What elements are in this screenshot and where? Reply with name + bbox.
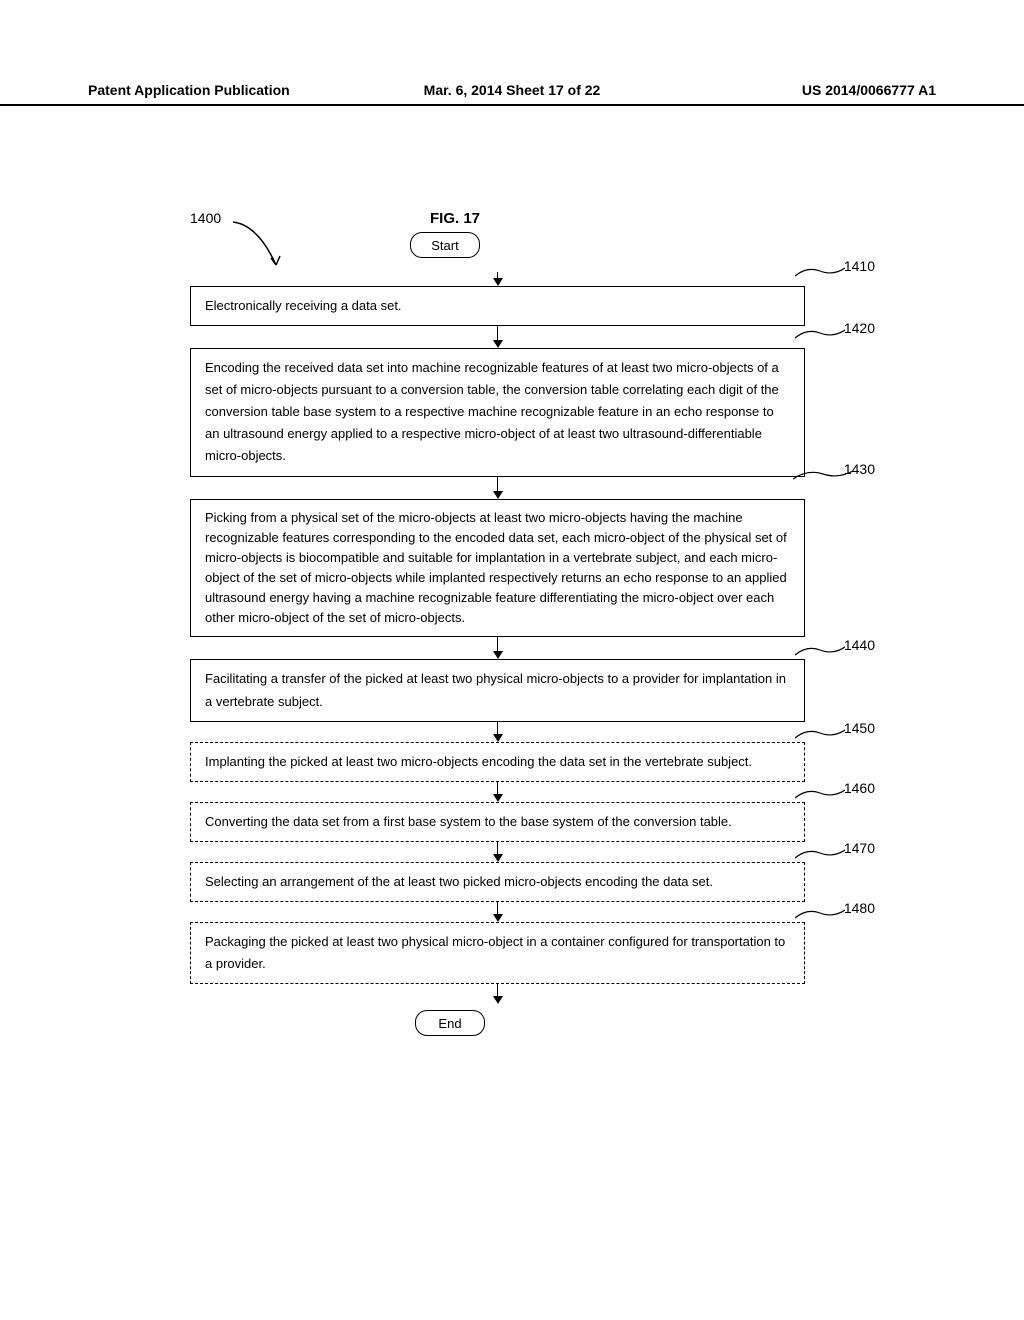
- connector: [190, 722, 805, 742]
- header-right: US 2014/0066777 A1: [653, 82, 936, 98]
- leader-curve-icon: [795, 264, 845, 278]
- ref-label: 1440: [844, 637, 875, 653]
- flow-box-dashed: Packaging the picked at least two physic…: [190, 922, 805, 984]
- step-text: Selecting an arrangement of the at least…: [205, 874, 713, 889]
- flow-step-1470: 1470 Selecting an arrangement of the at …: [190, 862, 805, 902]
- leader-curve-icon: [795, 846, 845, 860]
- start-terminal: Start: [410, 232, 480, 258]
- ref-label: 1450: [844, 720, 875, 736]
- connector: [190, 782, 805, 802]
- connector: [190, 477, 805, 499]
- flow-step-1420: 1420 Encoding the received data set into…: [190, 348, 805, 476]
- step-text: Electronically receiving a data set.: [205, 298, 402, 313]
- arrow-down-icon: [493, 794, 503, 802]
- leader-curve-icon: [793, 467, 853, 481]
- connector: [190, 902, 805, 922]
- arrow-down-icon: [493, 914, 503, 922]
- connector: [190, 326, 805, 348]
- ref-label: 1420: [844, 320, 875, 336]
- leader-curve-icon: [795, 786, 845, 800]
- flow-box: Electronically receiving a data set.: [190, 286, 805, 326]
- ref-label: 1470: [844, 840, 875, 856]
- figure-title: FIG. 17: [430, 210, 480, 227]
- step-text: Facilitating a transfer of the picked at…: [205, 671, 786, 708]
- page-header: Patent Application Publication Mar. 6, 2…: [0, 82, 1024, 106]
- page-header-row: Patent Application Publication Mar. 6, 2…: [88, 82, 936, 98]
- step-text: Packaging the picked at least two physic…: [205, 934, 785, 971]
- arrow-down-icon: [493, 854, 503, 862]
- leader-curve-icon: [795, 326, 845, 340]
- ref-label: 1480: [844, 900, 875, 916]
- flow-step-1440: 1440 Facilitating a transfer of the pick…: [190, 659, 805, 721]
- header-center: Mar. 6, 2014 Sheet 17 of 22: [371, 82, 654, 98]
- start-label: Start: [431, 238, 458, 253]
- flow-box: Facilitating a transfer of the picked at…: [190, 659, 805, 721]
- connector: [190, 842, 805, 862]
- end-terminal: End: [415, 1010, 485, 1036]
- ref-label: 1410: [844, 258, 875, 274]
- header-left: Patent Application Publication: [88, 82, 371, 98]
- arrow-down-icon: [493, 278, 503, 286]
- leader-curve-icon: [795, 906, 845, 920]
- ref-main-label: 1400: [190, 210, 221, 226]
- leader-curve-icon: [795, 726, 845, 740]
- flow-box: Encoding the received data set into mach…: [190, 348, 805, 476]
- flow-box-dashed: Selecting an arrangement of the at least…: [190, 862, 805, 902]
- flow-step-1410: 1410 Electronically receiving a data set…: [190, 286, 805, 326]
- end-label: End: [438, 1016, 461, 1031]
- flow-step-1460: 1460 Converting the data set from a firs…: [190, 802, 805, 842]
- arrow-down-icon: [493, 340, 503, 348]
- flow-step-1450: 1450 Implanting the picked at least two …: [190, 742, 805, 782]
- flow-step-1480: 1480 Packaging the picked at least two p…: [190, 922, 805, 984]
- connector: [190, 272, 805, 286]
- leader-arrow-icon: [228, 220, 288, 275]
- flow-box-dashed: Converting the data set from a first bas…: [190, 802, 805, 842]
- flow-step-1430: 1430 Picking from a physical set of the …: [190, 499, 805, 638]
- arrow-down-icon: [493, 734, 503, 742]
- ref-label: 1460: [844, 780, 875, 796]
- leader-curve-icon: [795, 643, 845, 657]
- flow-box-dashed: Implanting the picked at least two micro…: [190, 742, 805, 782]
- step-text: Converting the data set from a first bas…: [205, 814, 732, 829]
- connector: [190, 984, 805, 1004]
- arrow-down-icon: [493, 651, 503, 659]
- flow-stack: 1410 Electronically receiving a data set…: [190, 272, 805, 1036]
- step-text: Picking from a physical set of the micro…: [205, 510, 787, 626]
- connector: [190, 637, 805, 659]
- step-text: Encoding the received data set into mach…: [205, 360, 779, 463]
- arrow-down-icon: [493, 996, 503, 1004]
- arrow-down-icon: [493, 491, 503, 499]
- step-text: Implanting the picked at least two micro…: [205, 754, 752, 769]
- flow-box: Picking from a physical set of the micro…: [190, 499, 805, 638]
